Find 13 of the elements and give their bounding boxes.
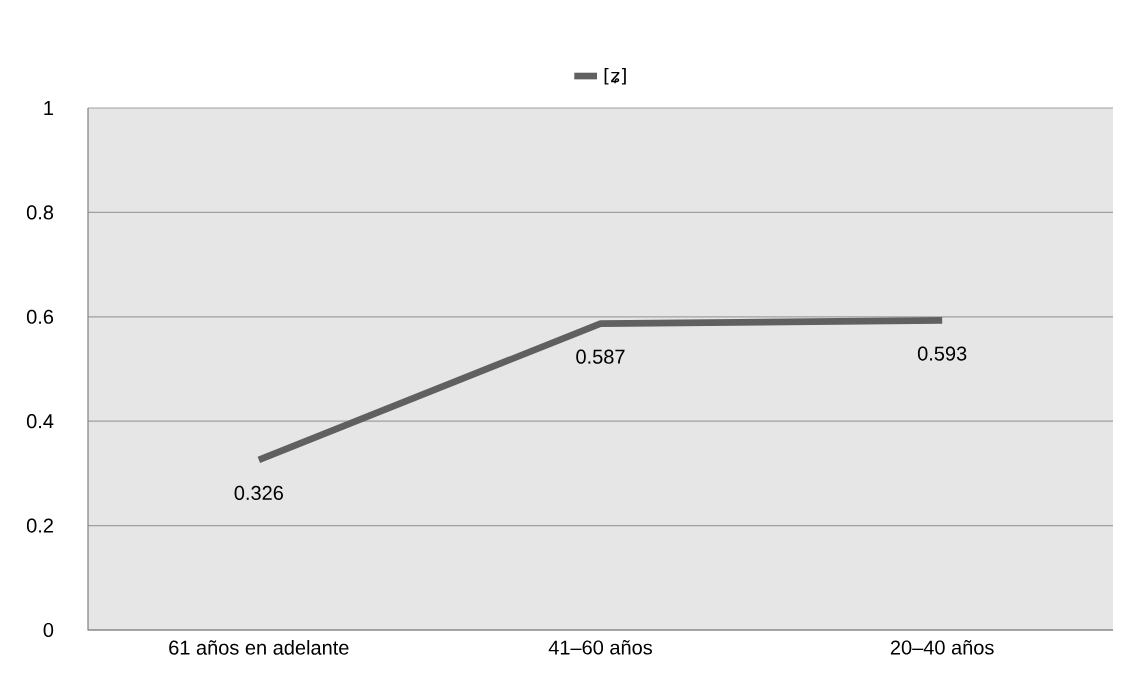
y-tick-label: 0.2 (26, 518, 53, 533)
x-tick-label: 41–60 años (548, 640, 652, 655)
y-tick-label: 1 (44, 101, 53, 115)
data-label: 0.587 (576, 349, 625, 364)
data-label: 0.593 (917, 346, 967, 361)
x-tick-label: 61 años en adelante (169, 640, 349, 655)
x-tick-label: 20–40 años (890, 640, 994, 655)
legend-label: [ʑ] (604, 67, 626, 85)
y-tick-label: 0.4 (26, 414, 54, 429)
y-tick-label: 0.6 (26, 309, 54, 324)
y-tick-label: 0 (43, 622, 54, 638)
y-tick-label: 0.8 (26, 205, 54, 220)
data-label: 0.326 (234, 485, 283, 501)
